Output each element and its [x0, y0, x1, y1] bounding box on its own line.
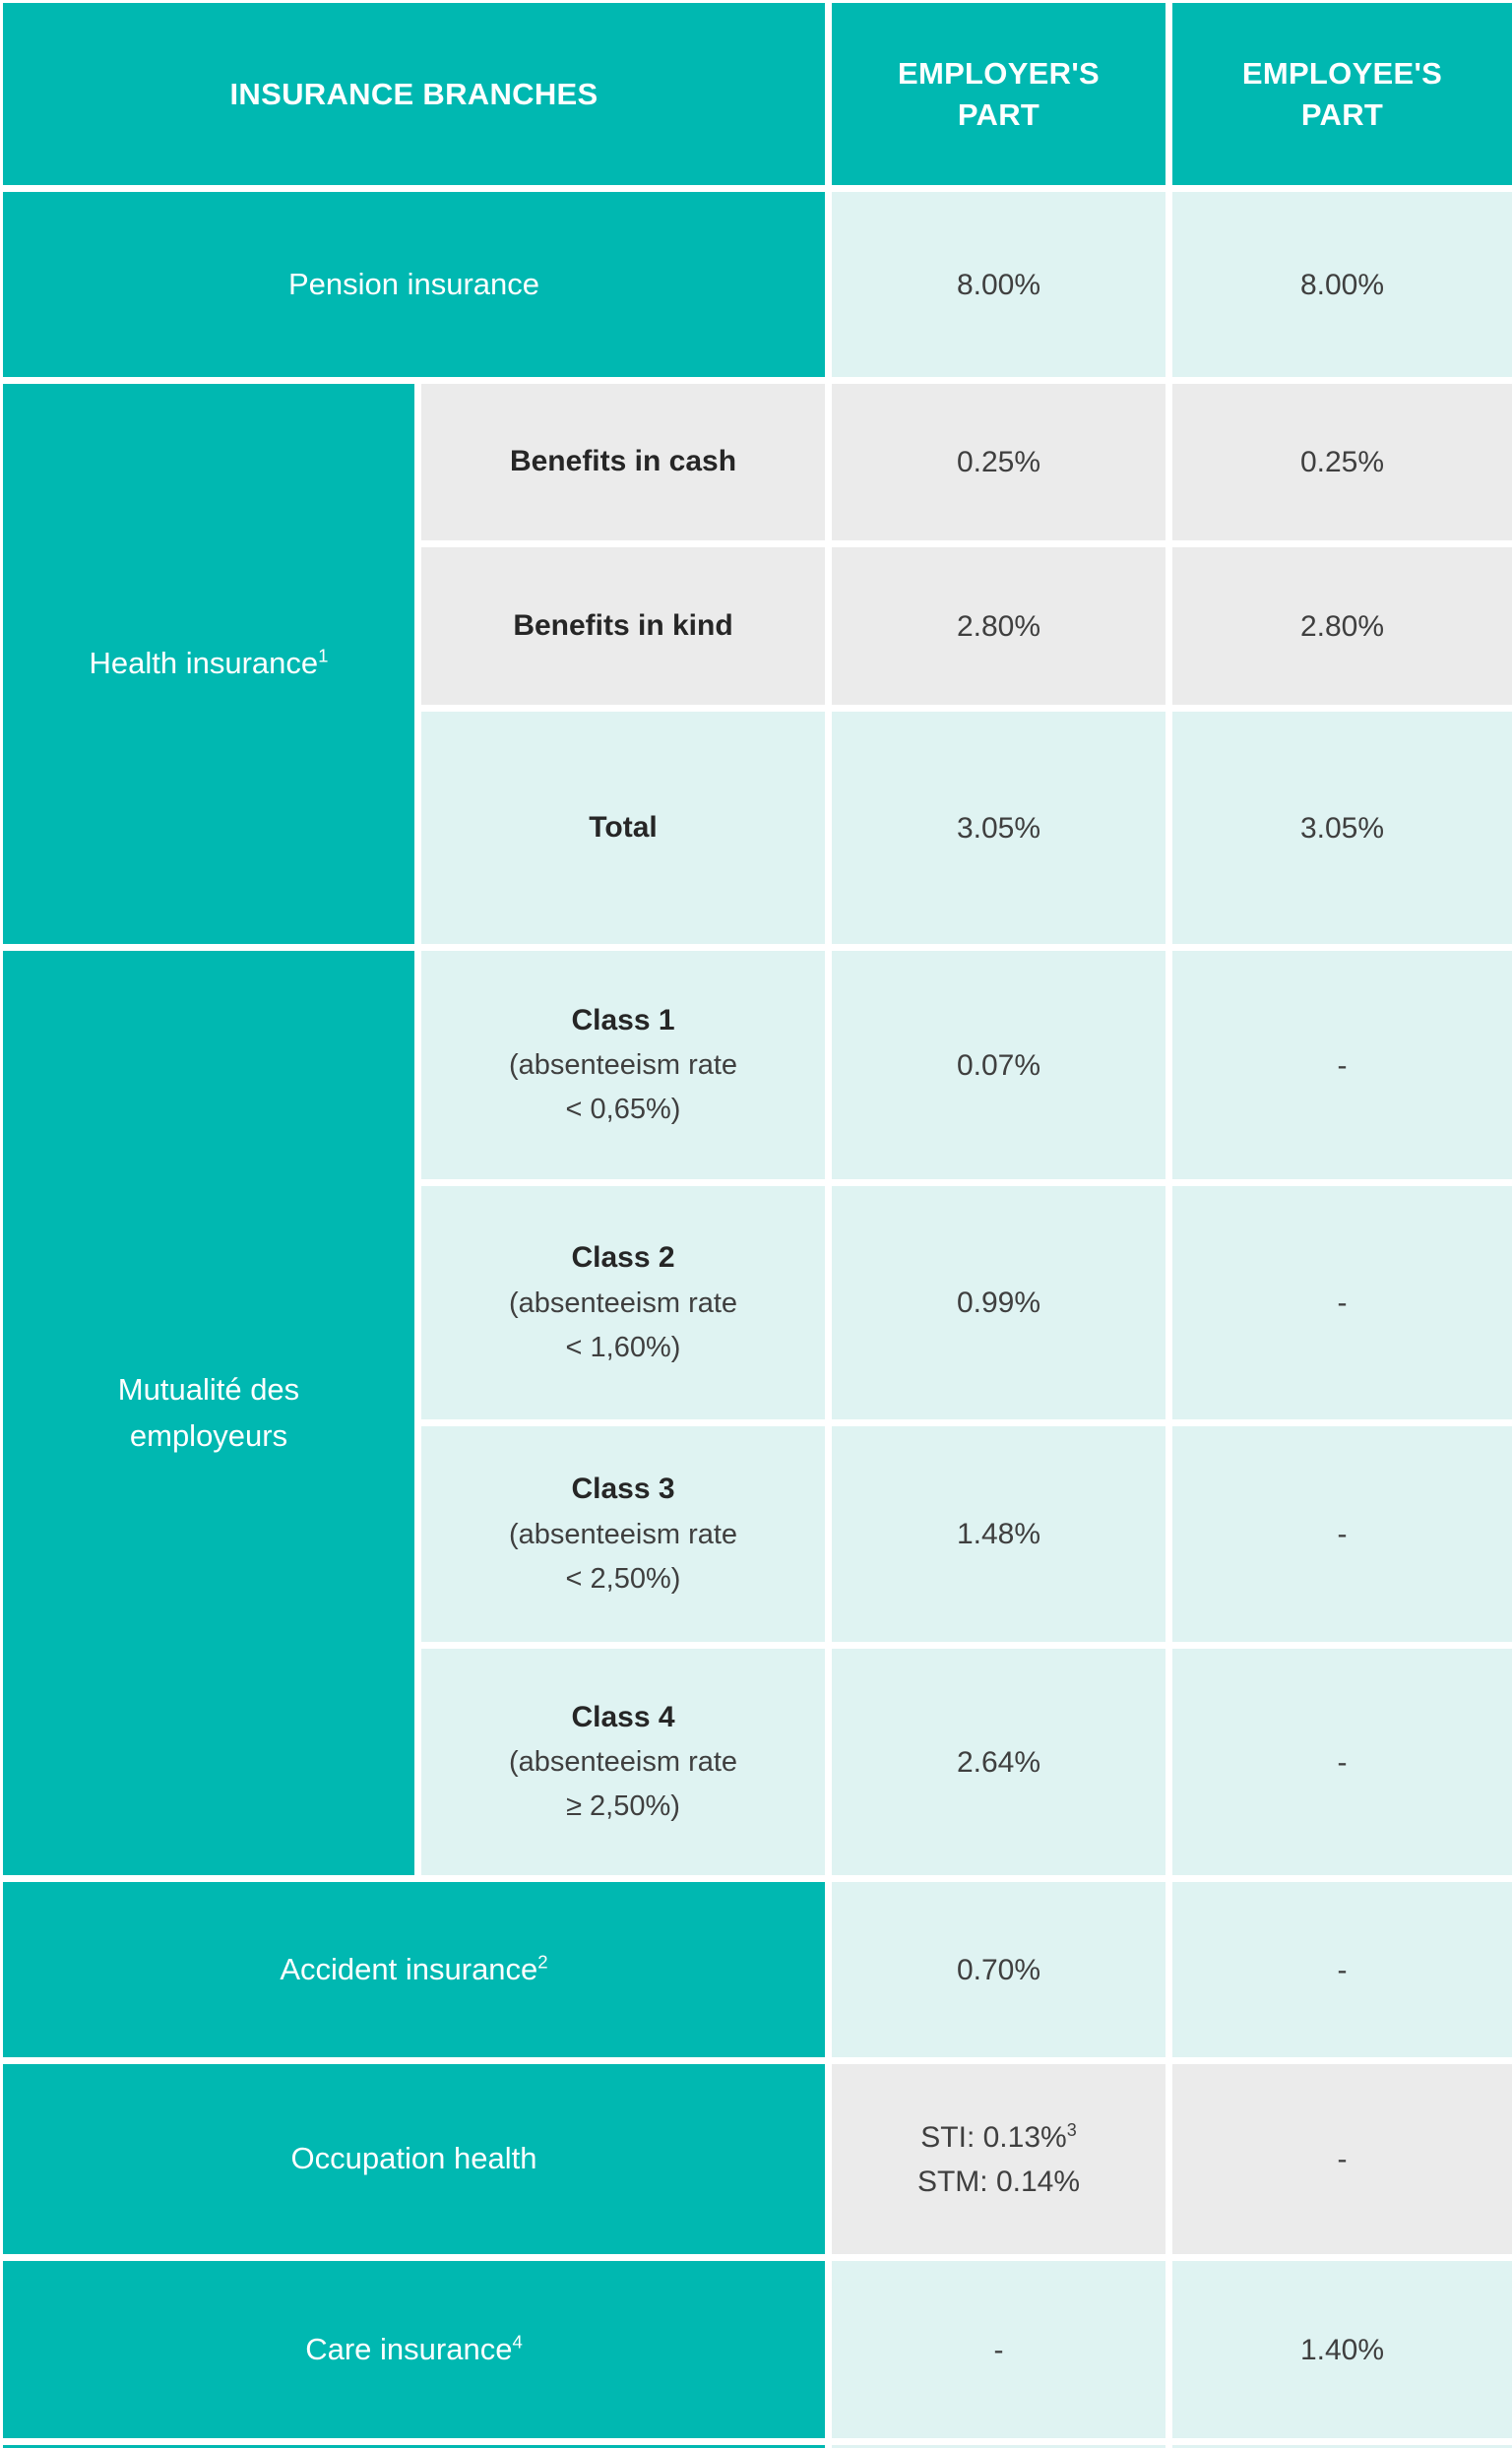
class2-employer-text: 0.99%: [956, 1287, 1041, 1319]
class3-desc-line2: < 2,50%): [565, 1562, 681, 1595]
pension-employer-value: 8.00%: [832, 192, 1166, 377]
cropped-next-row-label-sliver: [3, 2445, 825, 2448]
class4-employee-value: -: [1172, 1649, 1512, 1875]
accident-label-text: Accident insurance2: [280, 1951, 548, 1986]
row-health-label: Health insurance1: [3, 384, 414, 944]
pension-label-text: Pension insurance: [287, 266, 540, 301]
cropped-next-row-employee-sliver: [1172, 2445, 1512, 2448]
benefits-cash-text: Benefits in cash: [509, 445, 737, 478]
row-benefits-cash-label: Benefits in cash: [421, 384, 825, 540]
row-class4-label: Class 4 (absenteeism rate ≥ 2,50%): [421, 1649, 825, 1875]
class1-title: Class 1: [571, 1003, 675, 1036]
care-employee-text: 1.40%: [1299, 2333, 1385, 2366]
class2-employee-text: -: [1337, 1287, 1348, 1319]
row-occupation-label: Occupation health: [3, 2064, 825, 2254]
row-benefits-kind-label: Benefits in kind: [421, 547, 825, 705]
class2-employer-value: 0.99%: [832, 1186, 1166, 1419]
row-class1-label: Class 1 (absenteeism rate < 0,65%): [421, 951, 825, 1179]
header-employees-part-line2: PART: [1300, 96, 1384, 132]
occupation-employee-value: -: [1172, 2064, 1512, 2254]
occupation-employer-value: STI: 0.13%3 STM: 0.14%: [832, 2064, 1166, 2254]
header-employers-part-line1: EMPLOYER'S: [897, 55, 1100, 91]
class4-employer-text: 2.64%: [956, 1745, 1041, 1779]
benefits-cash-employer-value: 0.25%: [832, 384, 1166, 540]
mutualite-label-line2: employeurs: [129, 1417, 288, 1453]
row-mutualite-label: Mutualité des employeurs: [3, 951, 414, 1875]
pension-employer-text: 8.00%: [956, 268, 1041, 301]
class1-employee-text: -: [1337, 1048, 1348, 1082]
benefits-kind-employee-value: 2.80%: [1172, 547, 1512, 705]
class4-title: Class 4: [571, 1700, 675, 1733]
row-accident-label: Accident insurance2: [3, 1882, 825, 2057]
health-total-text: Total: [589, 810, 658, 844]
occupation-sti-footnote: 3: [1066, 2119, 1077, 2140]
class2-employee-value: -: [1172, 1186, 1512, 1419]
class2-desc-line1: (absenteeism rate: [508, 1287, 738, 1319]
header-employers-part-line2: PART: [957, 96, 1040, 132]
cropped-next-row-employer-sliver: [832, 2445, 1166, 2448]
occupation-label-text: Occupation health: [290, 2141, 537, 2176]
class1-desc-line1: (absenteeism rate: [508, 1049, 738, 1082]
class3-employer-value: 1.48%: [832, 1426, 1166, 1642]
row-class2-label: Class 2 (absenteeism rate < 1,60%): [421, 1186, 825, 1419]
pension-employee-text: 8.00%: [1299, 268, 1385, 301]
benefits-cash-employee-value: 0.25%: [1172, 384, 1512, 540]
class4-employee-text: -: [1337, 1745, 1348, 1779]
class1-employer-text: 0.07%: [956, 1048, 1041, 1082]
class1-employer-value: 0.07%: [832, 951, 1166, 1179]
class2-title: Class 2: [571, 1241, 675, 1275]
benefits-kind-employer-value: 2.80%: [832, 547, 1166, 705]
header-insurance-branches: INSURANCE BRANCHES: [3, 3, 825, 185]
header-employees-part-line1: EMPLOYEE'S: [1241, 55, 1443, 91]
class3-title: Class 3: [571, 1473, 675, 1506]
benefits-kind-text: Benefits in kind: [513, 608, 733, 642]
care-label-footnote: 4: [512, 2331, 523, 2353]
benefits-kind-employer-text: 2.80%: [956, 609, 1041, 643]
health-total-employee-text: 3.05%: [1299, 811, 1385, 845]
health-total-employer-value: 3.05%: [832, 712, 1166, 944]
health-label-footnote: 1: [318, 645, 329, 666]
occupation-employer-sti: STI: 0.13%3: [920, 2119, 1077, 2154]
accident-employer-value: 0.70%: [832, 1882, 1166, 2057]
accident-employer-text: 0.70%: [956, 1953, 1041, 1986]
health-total-employer-text: 3.05%: [956, 811, 1041, 845]
care-employee-value: 1.40%: [1172, 2261, 1512, 2438]
class4-desc-line1: (absenteeism rate: [508, 1746, 738, 1779]
mutualite-label-line1: Mutualité des: [117, 1372, 300, 1407]
occupation-employee-text: -: [1337, 2143, 1348, 2175]
row-care-label: Care insurance4: [3, 2261, 825, 2438]
class3-employee-text: -: [1337, 1518, 1348, 1550]
class1-desc-line2: < 0,65%): [565, 1094, 681, 1126]
class3-employer-text: 1.48%: [956, 1518, 1041, 1550]
accident-label-footnote: 2: [537, 1951, 548, 1973]
class4-desc-line2: ≥ 2,50%): [566, 1790, 680, 1823]
occupation-employer-stm: STM: 0.14%: [916, 2165, 1081, 2198]
row-pension-label: Pension insurance: [3, 192, 825, 377]
class4-employer-value: 2.64%: [832, 1649, 1166, 1875]
pension-employee-value: 8.00%: [1172, 192, 1512, 377]
row-class3-label: Class 3 (absenteeism rate < 2,50%): [421, 1426, 825, 1642]
class3-employee-value: -: [1172, 1426, 1512, 1642]
care-employer-value: -: [832, 2261, 1166, 2438]
row-health-total-label: Total: [421, 712, 825, 944]
accident-employee-value: -: [1172, 1882, 1512, 2057]
health-label-text: Health insurance1: [89, 645, 329, 681]
class1-employee-value: -: [1172, 951, 1512, 1179]
benefits-cash-employee-text: 0.25%: [1299, 446, 1385, 478]
header-insurance-branches-label: INSURANCE BRANCHES: [229, 76, 598, 111]
header-employees-part: EMPLOYEE'S PART: [1172, 3, 1512, 185]
benefits-cash-employer-text: 0.25%: [956, 446, 1041, 478]
header-employers-part: EMPLOYER'S PART: [832, 3, 1166, 185]
care-employer-text: -: [993, 2333, 1004, 2366]
class2-desc-line2: < 1,60%): [565, 1331, 681, 1363]
class3-desc-line1: (absenteeism rate: [508, 1518, 738, 1550]
accident-employee-text: -: [1337, 1953, 1348, 1986]
health-total-employee-value: 3.05%: [1172, 712, 1512, 944]
benefits-kind-employee-text: 2.80%: [1299, 609, 1385, 643]
care-label-text: Care insurance4: [305, 2331, 523, 2366]
